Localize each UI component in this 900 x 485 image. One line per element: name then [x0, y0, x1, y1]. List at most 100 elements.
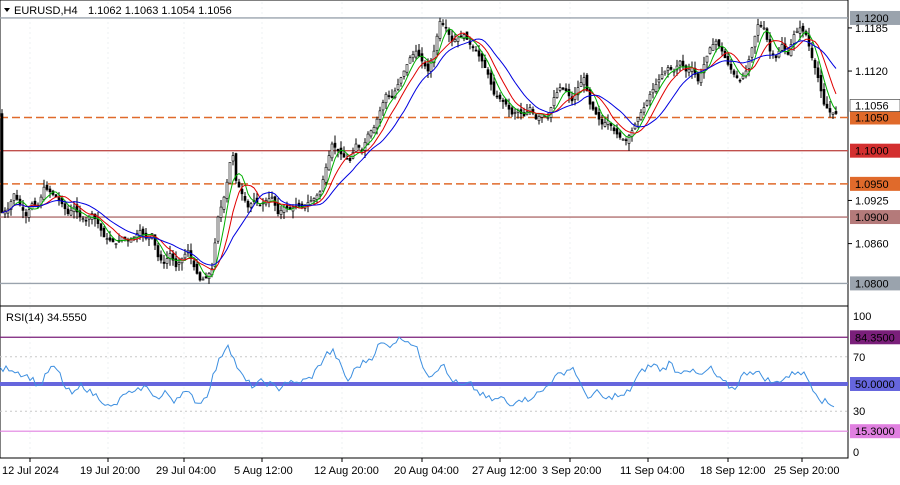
- candle-body: [12, 193, 16, 201]
- level-label: 1.0950: [855, 179, 889, 191]
- time-tick-label: 18 Sep 12:00: [700, 465, 765, 477]
- candle-body: [612, 127, 616, 132]
- candle-body: [669, 67, 673, 70]
- candle-body: [468, 40, 472, 45]
- candle-body: [231, 155, 235, 162]
- candle-body: [732, 70, 736, 75]
- candle-body: [774, 55, 778, 59]
- candle-body: [315, 194, 319, 200]
- candle-body: [711, 44, 715, 51]
- rsi-tick-label: 70: [853, 352, 865, 364]
- candle-body: [798, 27, 802, 34]
- candle-body: [522, 112, 526, 117]
- candle-body: [624, 139, 628, 142]
- time-tick-label: 27 Aug 12:00: [472, 465, 537, 477]
- candle-body: [717, 39, 721, 47]
- candle-body: [177, 262, 181, 265]
- candle-body: [327, 155, 331, 171]
- time-tick-label: 12 Jul 2024: [2, 465, 59, 477]
- candle-body: [663, 70, 667, 74]
- candle-body: [156, 245, 160, 258]
- candle-body: [537, 116, 541, 121]
- candle-body: [21, 207, 25, 211]
- candle-body: [453, 39, 457, 43]
- candle-body: [279, 210, 283, 215]
- candle-body: [243, 196, 247, 201]
- candle-body: [516, 110, 520, 113]
- rsi-tick-label: 100: [853, 311, 871, 323]
- candle-body: [489, 72, 493, 85]
- candle-body: [48, 188, 52, 193]
- candle-body: [198, 272, 202, 281]
- candle-body: [702, 64, 706, 74]
- candle-body: [375, 118, 379, 129]
- candle-body: [330, 143, 334, 159]
- candle-body: [639, 112, 643, 121]
- current-price-label: 1.1056: [855, 101, 889, 113]
- time-tick-label: 12 Aug 20:00: [314, 465, 379, 477]
- rsi-level-label: 15.3000: [855, 426, 895, 438]
- candle-body: [246, 200, 250, 208]
- candle-body: [609, 123, 613, 127]
- candle-body: [801, 25, 805, 32]
- candle-body: [285, 205, 289, 209]
- gridlines: [29, 2, 803, 456]
- candle-body: [492, 81, 496, 95]
- ma-mid-line: [1, 32, 837, 271]
- candle-body: [747, 59, 751, 69]
- candle-body: [660, 74, 664, 79]
- candle-body: [534, 114, 538, 120]
- candle-body: [321, 179, 325, 192]
- candle-body: [396, 84, 400, 90]
- candle-body: [618, 132, 622, 138]
- dropdown-triangle-icon[interactable]: [4, 8, 10, 12]
- time-tick-label: 3 Sep 20:00: [542, 465, 601, 477]
- candle-body: [756, 24, 760, 36]
- candle-body: [498, 94, 502, 100]
- candle-body: [318, 191, 322, 196]
- candle-body: [828, 108, 832, 113]
- candle-body: [24, 212, 28, 217]
- candle-body: [390, 95, 394, 98]
- candle-body: [459, 35, 463, 38]
- candle-body: [507, 104, 511, 110]
- candle-body: [366, 133, 370, 145]
- time-tick-label: 11 Sep 04:00: [620, 465, 685, 477]
- candle-body: [114, 243, 118, 245]
- price-tick-label: 1.0925: [855, 195, 889, 207]
- candle-body: [411, 54, 415, 59]
- candle-body: [834, 111, 838, 114]
- candle-body: [141, 228, 145, 235]
- candle-body: [486, 69, 490, 75]
- time-tick-label: 19 Jul 20:00: [80, 465, 140, 477]
- ma-slow-line: [1, 38, 837, 266]
- candle-body: [102, 227, 106, 238]
- candle-body: [369, 130, 373, 137]
- candle-body: [825, 103, 829, 109]
- level-label: 1.0900: [855, 212, 889, 224]
- candle-body: [237, 181, 241, 188]
- candle-body: [81, 218, 85, 221]
- rsi-header: RSI(14) 34.5550: [6, 312, 87, 324]
- candle-body: [174, 258, 178, 268]
- candle-body: [636, 117, 640, 122]
- candle-body: [405, 64, 409, 73]
- candle-body: [381, 102, 385, 111]
- rsi-level-badge: [850, 330, 900, 345]
- candle-body: [84, 219, 88, 222]
- candle-body: [705, 55, 709, 63]
- time-tick-label: 25 Sep 20:00: [774, 465, 839, 477]
- candle-body: [378, 110, 382, 120]
- candle-body: [93, 213, 97, 220]
- candle-body: [729, 63, 733, 70]
- level-badge: [850, 10, 900, 25]
- candle-body: [204, 276, 208, 279]
- candle-body: [309, 200, 313, 203]
- rsi-line: [0, 336, 835, 408]
- candle-body: [357, 145, 361, 148]
- symbol-timeframe: EURUSD,H4: [14, 5, 78, 17]
- level-label: 1.1050: [855, 113, 889, 125]
- candle-body: [726, 56, 730, 65]
